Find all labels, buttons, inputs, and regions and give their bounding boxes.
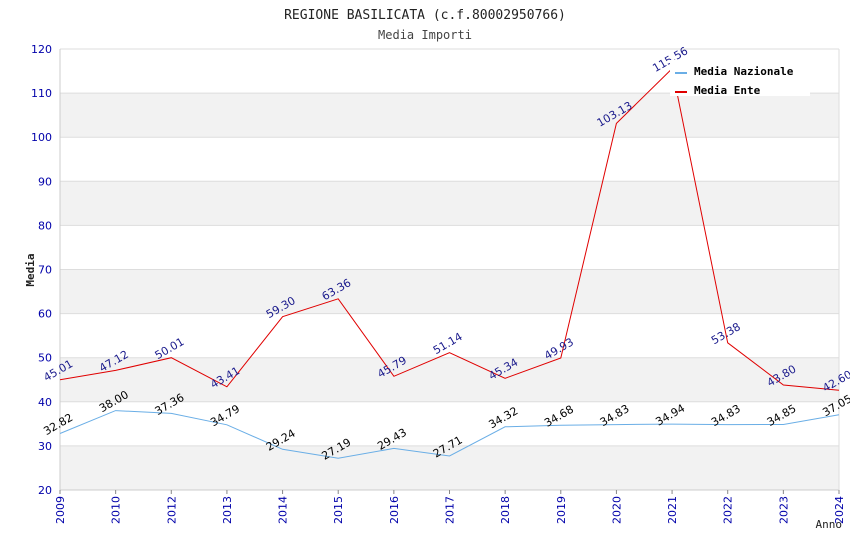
x-tick-label: 2014 [277,496,290,524]
x-tick-label: 2013 [221,496,234,524]
plot-band [60,181,839,226]
plot-bands [60,93,839,490]
y-tick-label: 80 [38,219,52,232]
y-tick-label: 110 [31,87,52,100]
x-tick-label: 2010 [110,496,123,524]
y-tick-label: 30 [38,440,52,453]
data-label-media-ente: 53.38 [709,320,743,347]
data-label-media-nazionale: 34.79 [208,402,242,429]
legend-box [670,60,810,96]
series-line-media-nazionale [59,410,840,459]
x-axis-label: Anno [816,518,843,531]
x-tick-label: 2019 [555,496,568,524]
y-tick-label: 70 [38,264,52,277]
x-tick-label: 2017 [444,496,457,524]
y-tick-label: 120 [31,43,52,56]
series-line-media-ente [59,67,840,391]
y-tick-label: 40 [38,396,52,409]
x-tick-label: 2020 [610,496,623,524]
x-tick-label: 2009 [54,496,67,524]
chart-title: REGIONE BASILICATA (c.f.80002950766) [284,8,566,23]
x-tick-label: 2018 [499,496,512,524]
y-tick-label: 100 [31,131,52,144]
y-tick-labels: 20 30 40 50 60 70 80 90 100 110 120 [31,43,52,497]
y-tick-label: 50 [38,352,52,365]
x-tick-label: 2021 [666,496,679,524]
legend-label-media-nazionale: Media Nazionale [694,65,794,78]
series-lines [59,67,840,459]
legend: Media Nazionale Media Ente [670,60,810,97]
chart-subtitle: Media Importi [378,28,472,42]
legend-label-media-ente: Media Ente [694,84,761,97]
x-tick-label: 2015 [332,496,345,524]
y-tick-label: 20 [38,484,52,497]
data-label-media-nazionale: 32.82 [41,411,75,438]
x-tick-label: 2012 [165,496,178,524]
x-tick-label: 2024 [833,496,846,524]
plot-band [60,269,839,314]
plot-band [60,93,839,138]
plot-band [60,357,839,402]
x-tick-label: 2016 [388,496,401,524]
y-axis-label: Media [24,253,37,286]
plot-band [60,445,839,490]
x-tick-label: 2023 [777,496,790,524]
grid-lines [60,48,839,491]
x-tick-label: 2022 [722,496,735,524]
x-tick-labels: 2009 2010 2012 2013 2014 2015 2016 2017 2018 2019… [54,496,846,524]
y-tick-label: 90 [38,175,52,188]
y-tick-label: 60 [38,308,52,321]
axes [59,49,840,494]
